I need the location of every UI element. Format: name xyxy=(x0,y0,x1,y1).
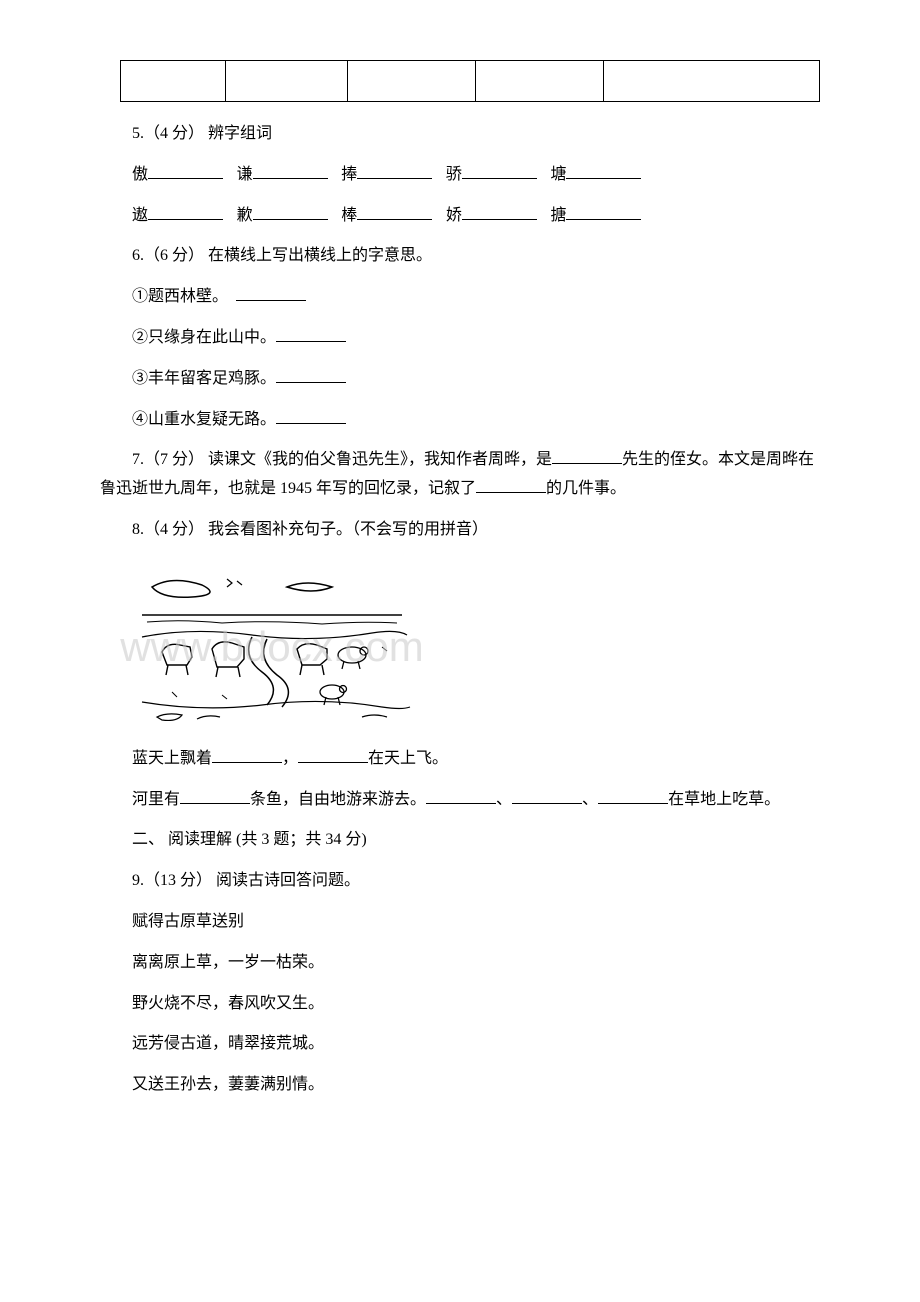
blank[interactable] xyxy=(276,408,346,424)
char: 遨 xyxy=(132,207,148,224)
blank[interactable] xyxy=(276,367,346,383)
question-6-heading: 6.（6 分） 在横线上写出横线上的字意思。 xyxy=(100,242,820,271)
blank[interactable] xyxy=(462,163,537,179)
text: 蓝天上飘着 xyxy=(132,750,212,767)
item-text: ③丰年留客足鸡豚。 xyxy=(132,370,276,387)
char: 棒 xyxy=(341,207,357,224)
table-cell xyxy=(348,61,476,101)
item-text: ②只缘身在此山中。 xyxy=(132,329,276,346)
question-7: 7.（7 分） 读课文《我的伯父鲁迅先生》，我知作者周晔，是先生的侄女。本文是周… xyxy=(100,446,820,504)
scene-illustration: www.bdocx.com xyxy=(132,557,412,737)
blank[interactable] xyxy=(148,163,223,179)
blank[interactable] xyxy=(180,788,250,804)
text: 、 xyxy=(582,791,598,808)
question-8-heading: 8.（4 分） 我会看图补充句子。（不会写的用拼音） xyxy=(100,516,820,545)
blank[interactable] xyxy=(276,326,346,342)
answer-table-row xyxy=(120,60,820,102)
table-cell xyxy=(476,61,604,101)
question-6-item-3: ③丰年留客足鸡豚。 xyxy=(100,365,820,394)
blank[interactable] xyxy=(253,163,328,179)
blank[interactable] xyxy=(462,204,537,220)
table-cell xyxy=(604,61,819,101)
question-6-item-1: ①题西林壁。 xyxy=(100,283,820,312)
text: 、 xyxy=(496,791,512,808)
q7-text-3: 的几件事。 xyxy=(546,480,626,497)
text: 在天上飞。 xyxy=(368,750,448,767)
blank[interactable] xyxy=(148,204,223,220)
table-cell xyxy=(121,61,226,101)
poem-line-1: 离离原上草，一岁一枯荣。 xyxy=(100,949,820,978)
char: 傲 xyxy=(132,166,148,183)
blank[interactable] xyxy=(426,788,496,804)
poem-line-4: 又送王孙去，萋萋满别情。 xyxy=(100,1071,820,1100)
char: 塘 xyxy=(550,166,566,183)
section-2-heading: 二、 阅读理解 (共 3 题；共 34 分) xyxy=(100,826,820,855)
blank[interactable] xyxy=(357,163,432,179)
blank[interactable] xyxy=(236,285,306,301)
blank[interactable] xyxy=(512,788,582,804)
text: 条鱼，自由地游来游去。 xyxy=(250,791,426,808)
blank[interactable] xyxy=(212,747,282,763)
question-5-row-2: 遨 歉 棒 娇 搪 xyxy=(100,202,820,231)
item-text: ①题西林壁。 xyxy=(132,288,220,305)
text: 在草地上吃草。 xyxy=(668,791,780,808)
blank[interactable] xyxy=(566,163,641,179)
char: 谦 xyxy=(237,166,253,183)
question-8-line-1: 蓝天上飘着 ， 在天上飞。 xyxy=(100,745,820,774)
blank[interactable] xyxy=(598,788,668,804)
blank[interactable] xyxy=(253,204,328,220)
blank[interactable] xyxy=(298,747,368,763)
question-6-item-2: ②只缘身在此山中。 xyxy=(100,324,820,353)
question-9-heading: 9.（13 分） 阅读古诗回答问题。 xyxy=(100,867,820,896)
blank[interactable] xyxy=(357,204,432,220)
blank[interactable] xyxy=(566,204,641,220)
q7-text-1: 7.（7 分） 读课文《我的伯父鲁迅先生》，我知作者周晔，是 xyxy=(132,451,552,468)
question-8-line-2: 河里有 条鱼，自由地游来游去。 、 、 在草地上吃草。 xyxy=(100,786,820,815)
table-cell xyxy=(226,61,348,101)
item-text: ④山重水复疑无路。 xyxy=(132,411,276,428)
question-6-item-4: ④山重水复疑无路。 xyxy=(100,406,820,435)
char: 搪 xyxy=(550,207,566,224)
text: ， xyxy=(282,750,298,767)
blank[interactable] xyxy=(476,477,546,493)
question-5-row-1: 傲 谦 捧 骄 塘 xyxy=(100,161,820,190)
poem-title: 赋得古原草送别 xyxy=(100,908,820,937)
blank[interactable] xyxy=(552,448,622,464)
poem-line-2: 野火烧不尽，春风吹又生。 xyxy=(100,990,820,1019)
char: 歉 xyxy=(237,207,253,224)
char: 捧 xyxy=(341,166,357,183)
poem-line-3: 远芳侵古道，晴翠接荒城。 xyxy=(100,1030,820,1059)
pasture-scene-svg xyxy=(132,557,412,737)
char: 娇 xyxy=(446,207,462,224)
text: 河里有 xyxy=(132,791,180,808)
char: 骄 xyxy=(446,166,462,183)
question-5-heading: 5.（4 分） 辨字组词 xyxy=(100,120,820,149)
